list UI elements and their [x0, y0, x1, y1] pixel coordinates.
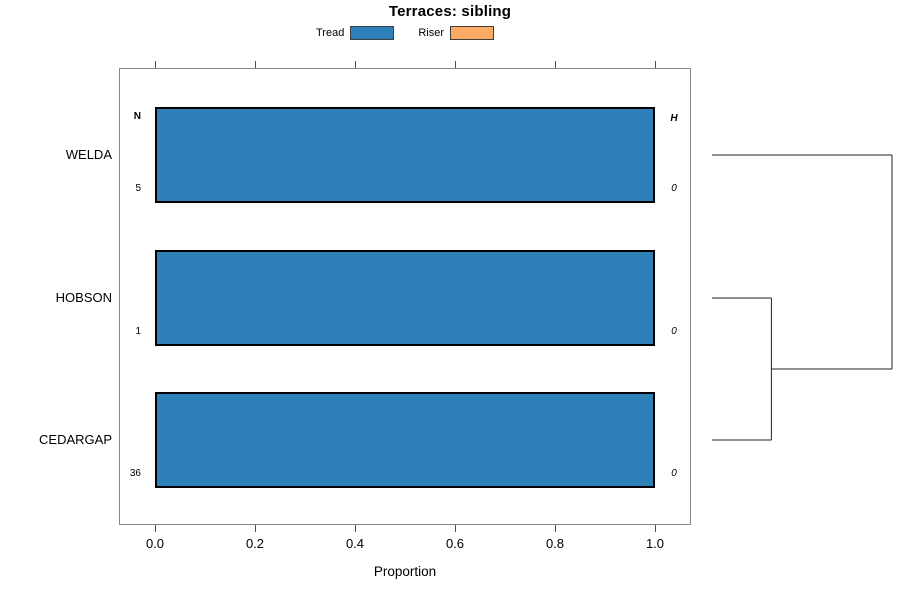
- h-value: 0: [671, 468, 677, 479]
- x-axis-tick-bottom: [254, 525, 256, 532]
- legend-item: Riser: [418, 26, 494, 40]
- bar-tread: [155, 392, 655, 488]
- n-value: 5: [135, 183, 141, 194]
- n-value: 36: [129, 468, 141, 479]
- x-tick-label: 0.4: [345, 536, 365, 551]
- x-axis-tick-top: [354, 61, 356, 68]
- h-column-header: H: [670, 113, 678, 124]
- x-axis-tick-bottom: [654, 525, 656, 532]
- x-axis-label: Proportion: [373, 564, 437, 579]
- legend-swatch-riser: [450, 26, 494, 40]
- x-axis-tick-bottom: [554, 525, 556, 532]
- x-tick-label: 0.0: [145, 536, 165, 551]
- x-axis-tick-top: [654, 61, 656, 68]
- y-category-label: WELDA: [65, 147, 112, 162]
- legend-item-label: Riser: [418, 27, 444, 39]
- chart-title: Terraces: sibling: [388, 3, 512, 20]
- bar-tread: [155, 250, 655, 346]
- h-value: 0: [671, 326, 677, 337]
- x-axis-tick-top: [254, 61, 256, 68]
- x-tick-label: 0.8: [545, 536, 565, 551]
- bar-tread: [155, 107, 655, 203]
- x-axis-tick-top: [154, 61, 156, 68]
- legend-item: Tread: [316, 26, 395, 40]
- n-value: 1: [135, 326, 141, 337]
- y-category-label: CEDARGAP: [39, 432, 112, 447]
- legend-item-label: Tread: [316, 27, 345, 39]
- h-value: 0: [671, 183, 677, 194]
- legend: Tread Riser: [119, 26, 691, 40]
- x-tick-label: 0.2: [245, 536, 265, 551]
- x-tick-label: 0.6: [445, 536, 465, 551]
- x-axis-tick-bottom: [454, 525, 456, 532]
- legend-swatch-tread: [350, 26, 395, 40]
- y-category-label: HOBSON: [55, 290, 112, 305]
- x-axis-tick-bottom: [354, 525, 356, 532]
- x-axis-tick-bottom: [154, 525, 156, 532]
- x-axis-tick-top: [454, 61, 456, 68]
- x-tick-label: 1.0: [645, 536, 665, 551]
- x-axis-tick-top: [554, 61, 556, 68]
- n-column-header: N: [133, 111, 141, 122]
